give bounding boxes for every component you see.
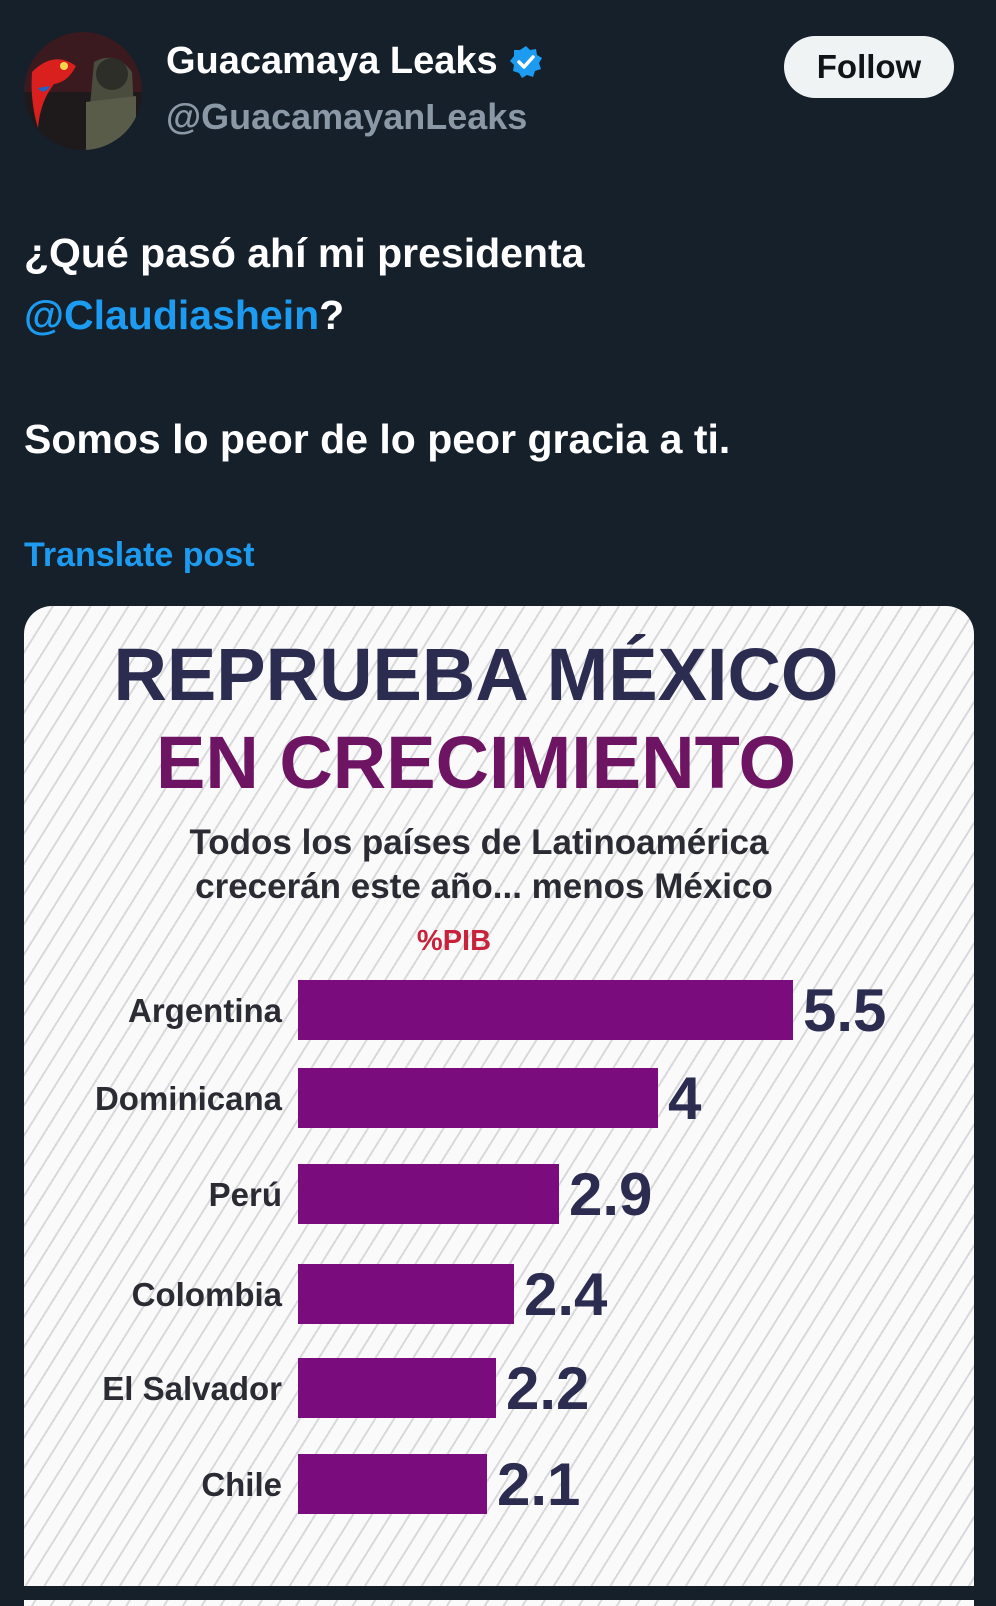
verified-badge-icon bbox=[509, 45, 542, 78]
bar bbox=[298, 1454, 487, 1514]
tweet-text: ¿Qué pasó ahí mi presidenta @Claudiashei… bbox=[24, 222, 964, 470]
chart-subtitle-line-2: crecerán este año... menos México bbox=[195, 867, 773, 906]
tweet-header: Guacamaya Leaks @GuacamayanLeaks Follow bbox=[0, 0, 996, 170]
display-name-text: Guacamaya Leaks bbox=[166, 40, 498, 82]
category-label: Chile bbox=[201, 1466, 282, 1503]
bar bbox=[298, 1358, 496, 1418]
chart-title-line-1: REPRUEBA MÉXICO bbox=[113, 633, 838, 716]
category-label: El Salvador bbox=[102, 1370, 282, 1407]
translate-post-link[interactable]: Translate post bbox=[24, 536, 255, 574]
avatar[interactable] bbox=[24, 32, 142, 150]
value-label: 4 bbox=[668, 1065, 702, 1132]
bars-group: Argentina 5.5 Dominicana 4 Perú 2.9 Colombia 2.… bbox=[95, 977, 886, 1518]
bar bbox=[298, 1068, 658, 1128]
chart-subtitle-line-1: Todos los países de Latinoamérica bbox=[190, 823, 770, 862]
value-label: 2.4 bbox=[524, 1261, 608, 1328]
value-label: 2.1 bbox=[497, 1451, 580, 1518]
bottom-edge bbox=[0, 1586, 996, 1600]
display-name[interactable]: Guacamaya Leaks bbox=[166, 40, 544, 83]
follow-button[interactable]: Follow bbox=[784, 36, 954, 98]
bar bbox=[298, 980, 793, 1040]
chart-title-line-2: EN CRECIMIENTO bbox=[156, 721, 796, 804]
tweet-line-2: @Claudiashein? bbox=[24, 284, 964, 346]
avatar-image bbox=[24, 32, 142, 150]
question-mark: ? bbox=[319, 292, 345, 338]
category-label: Colombia bbox=[132, 1276, 283, 1313]
value-label: 2.9 bbox=[569, 1161, 652, 1228]
tweet-blank-line bbox=[24, 346, 964, 408]
bar-chart: REPRUEBA MÉXICO EN CRECIMIENTO Todos los… bbox=[95, 633, 886, 1518]
mention-link[interactable]: @Claudiashein bbox=[24, 292, 320, 338]
tweet-line-1: ¿Qué pasó ahí mi presidenta bbox=[24, 230, 585, 276]
tweet-line-3: Somos lo peor de lo peor gracia a ti. bbox=[24, 416, 731, 462]
tweet-media-image[interactable]: REPRUEBA MÉXICO EN CRECIMIENTO Todos los… bbox=[24, 606, 974, 1606]
bar bbox=[298, 1264, 514, 1324]
category-label: Perú bbox=[209, 1176, 282, 1213]
value-label: 2.2 bbox=[506, 1355, 589, 1422]
chart-unit-label: %PIB bbox=[417, 925, 491, 957]
account-handle[interactable]: @GuacamayanLeaks bbox=[166, 96, 528, 137]
bar bbox=[298, 1164, 559, 1224]
category-label: Argentina bbox=[128, 992, 283, 1029]
category-label: Dominicana bbox=[95, 1080, 283, 1117]
value-label: 5.5 bbox=[803, 977, 886, 1044]
